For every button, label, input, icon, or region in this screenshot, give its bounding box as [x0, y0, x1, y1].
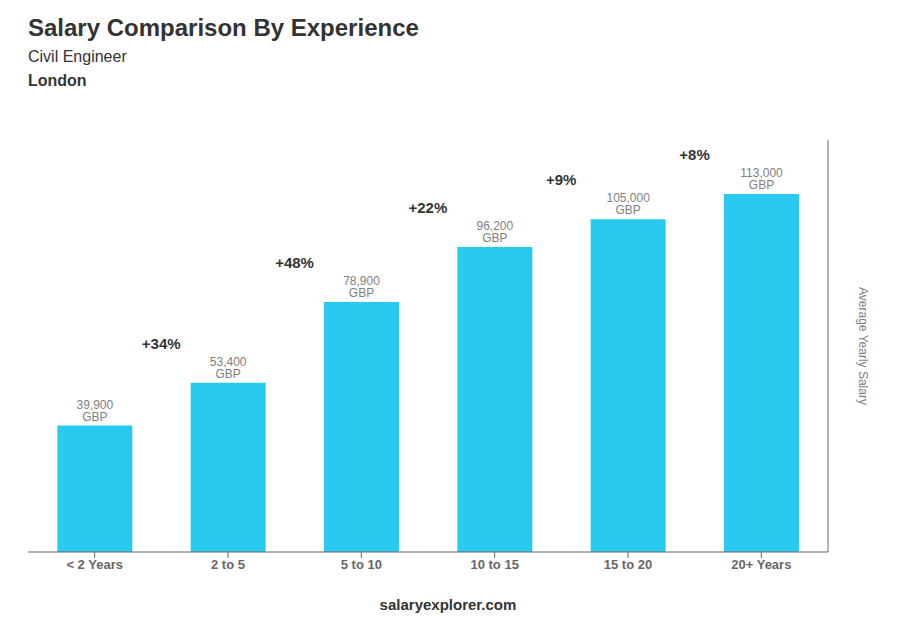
html-text:salary explorer.com: salary explorer.com [379, 596, 517, 613]
svg-text:10 to 15: 10 to 15 [470, 557, 518, 572]
svg-text:96,200GBP: 96,200GBP [476, 219, 513, 245]
svg-text:< 2 Years: < 2 Years [66, 557, 123, 572]
svg-text:78,900GBP: 78,900GBP [343, 274, 380, 300]
svg-text:+8%: +8% [679, 146, 709, 163]
svg-text:15 to 20: 15 to 20 [604, 557, 652, 572]
html-text:Civil Engineer: Civil Engineer [28, 48, 127, 65]
html-text:Salary Comparison By Experienc: Salary Comparison By Experience [28, 14, 419, 41]
svg-text:+9%: +9% [546, 171, 576, 188]
svg-text:39,900GBP: 39,900GBP [76, 398, 113, 424]
svg-text:53,400GBP: 53,400GBP [210, 355, 247, 381]
svg-text:Average Yearly Salary: Average Yearly Salary [856, 287, 870, 405]
html-text:London: London [28, 72, 87, 89]
svg-text:5 to 10: 5 to 10 [341, 557, 382, 572]
svg-text:113,000GBP: 113,000GBP [740, 166, 783, 192]
svg-text:+34%: +34% [142, 335, 181, 352]
svg-text:105,000GBP: 105,000GBP [606, 191, 650, 217]
svg-text:2 to 5: 2 to 5 [211, 557, 245, 572]
svg-text:20+ Years: 20+ Years [731, 557, 791, 572]
svg-text:+22%: +22% [408, 199, 447, 216]
svg-text:+48%: +48% [275, 254, 314, 271]
